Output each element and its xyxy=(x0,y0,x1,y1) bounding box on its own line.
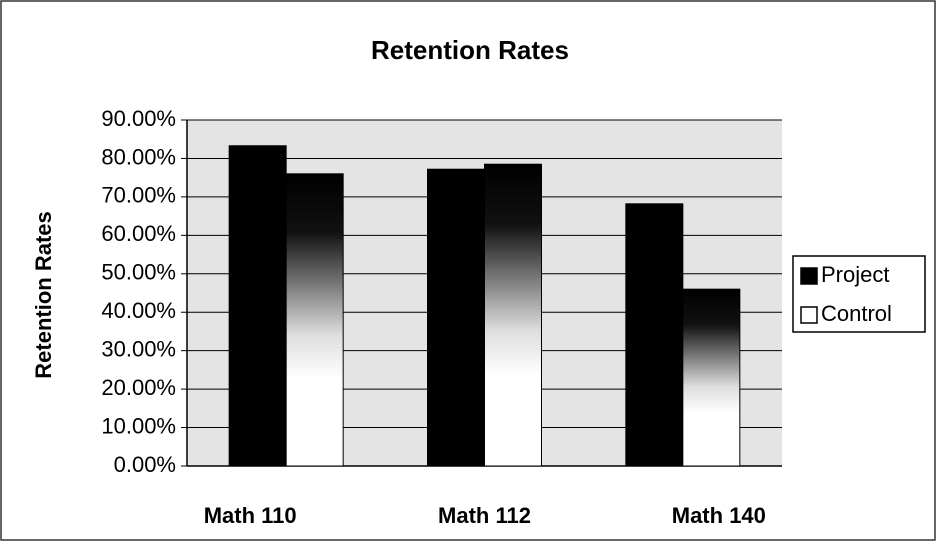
legend-label: Project xyxy=(821,262,889,287)
bar xyxy=(285,173,344,467)
y-tick-label: 0.00% xyxy=(114,452,176,477)
y-tick-label: 80.00% xyxy=(101,144,176,169)
y-tick-label: 20.00% xyxy=(101,375,176,400)
x-tick-label: Math 112 xyxy=(438,503,531,528)
y-tick-label: 70.00% xyxy=(101,183,176,208)
legend-swatch xyxy=(800,267,818,285)
bar xyxy=(228,145,287,467)
chart-title: Retention Rates xyxy=(371,35,569,65)
x-tick-label: Math 110 xyxy=(204,503,297,528)
y-tick-label: 10.00% xyxy=(101,413,176,438)
legend-label: Control xyxy=(821,301,892,326)
x-tick-label: Math 140 xyxy=(672,503,766,528)
bar xyxy=(682,288,741,467)
y-tick-label: 60.00% xyxy=(101,221,176,246)
y-tick-label: 40.00% xyxy=(101,298,176,323)
y-tick-label: 90.00% xyxy=(101,106,176,131)
y-tick-label: 50.00% xyxy=(101,260,176,285)
bar xyxy=(625,203,684,467)
bar xyxy=(427,168,485,467)
y-tick-label: 30.00% xyxy=(101,336,176,361)
legend-swatch xyxy=(800,306,818,324)
bar xyxy=(484,163,542,467)
y-axis-label: Retention Rates xyxy=(31,211,56,378)
